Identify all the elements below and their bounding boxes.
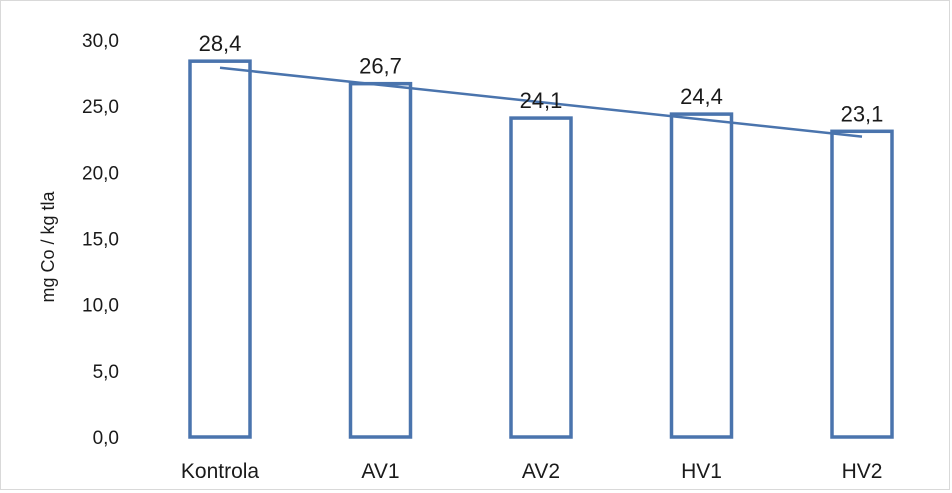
trendline-group — [219, 66, 863, 138]
y-axis-ticks: 0,0 5,0 10,0 15,0 20,0 25,0 30,0 — [82, 31, 119, 449]
y-axis-title: mg Co / kg tla — [38, 190, 58, 302]
category-labels: Kontrola AV1 AV2 HV1 HV2 — [181, 460, 883, 483]
bars — [188, 59, 894, 439]
bar — [348, 81, 413, 439]
bar — [669, 112, 734, 439]
data-label: 24,4 — [680, 84, 723, 109]
y-tick-label: 30,0 — [82, 31, 119, 52]
data-label: 28,4 — [199, 31, 242, 56]
y-tick-label: 5,0 — [93, 362, 119, 383]
category-label: HV2 — [842, 460, 883, 483]
y-tick-label: 25,0 — [82, 97, 119, 118]
y-tick-label: 10,0 — [82, 296, 119, 317]
data-label: 24,1 — [520, 88, 563, 113]
y-tick-label: 20,0 — [82, 163, 119, 184]
category-label: Kontrola — [181, 460, 260, 483]
data-label: 23,1 — [841, 101, 884, 126]
data-label: 26,7 — [359, 54, 402, 79]
data-labels: 28,4 26,7 24,1 24,4 23,1 — [199, 31, 884, 126]
bar — [188, 59, 252, 439]
y-tick-label: 0,0 — [93, 428, 119, 449]
trendline — [219, 66, 863, 138]
category-label: AV1 — [361, 460, 399, 483]
bar — [830, 129, 894, 439]
y-tick-label: 15,0 — [82, 230, 119, 251]
category-label: HV1 — [681, 460, 722, 483]
bar — [509, 116, 573, 439]
category-label: AV2 — [522, 460, 560, 483]
